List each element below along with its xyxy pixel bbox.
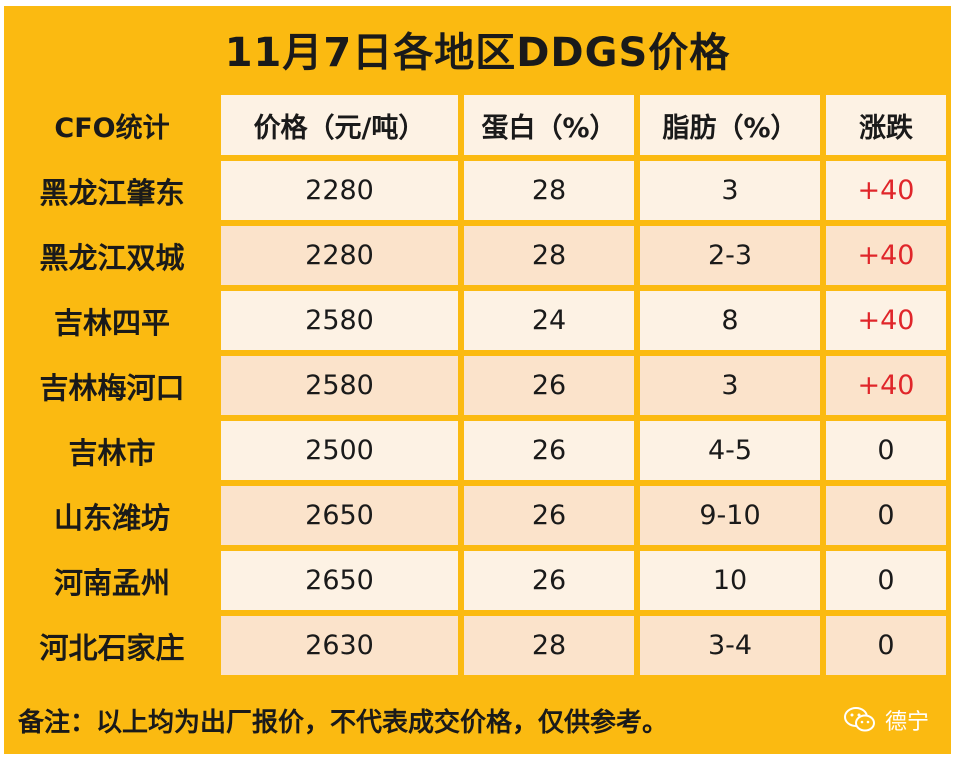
cell-change: 0 <box>826 421 946 480</box>
header-protein: 蛋白（%） <box>464 95 634 155</box>
cell-price: 2280 <box>221 161 458 220</box>
cell-region: 黑龙江肇东 <box>8 161 216 220</box>
footer-note-bar: 备注：以上均为出厂报价，不代表成交价格，仅供参考。 德宁 <box>4 686 951 754</box>
brand-watermark: 德宁 <box>843 686 929 754</box>
cell-price: 2630 <box>221 616 458 675</box>
cell-protein: 28 <box>464 616 634 675</box>
price-table-card: 11月7日各地区DDGS价格 CFO统计 价格（元/吨） 蛋白（%） 脂肪（%） 涨跌黑… <box>4 6 951 754</box>
cell-fat: 10 <box>640 551 820 610</box>
cell-change: +40 <box>826 356 946 415</box>
cell-price: 2650 <box>221 551 458 610</box>
cell-protein: 28 <box>464 161 634 220</box>
cell-protein: 28 <box>464 226 634 285</box>
cell-change: 0 <box>826 616 946 675</box>
cell-fat: 3 <box>640 161 820 220</box>
wechat-icon <box>843 707 875 732</box>
cell-price: 2650 <box>221 486 458 545</box>
cell-price: 2500 <box>221 421 458 480</box>
cell-region: 山东潍坊 <box>8 486 216 545</box>
cell-region: 吉林四平 <box>8 291 216 350</box>
cell-fat: 3 <box>640 356 820 415</box>
cell-fat: 3-4 <box>640 616 820 675</box>
table-title: 11月7日各地区DDGS价格 <box>224 30 731 76</box>
cell-change: 0 <box>826 551 946 610</box>
cell-fat: 2-3 <box>640 226 820 285</box>
cell-region: 吉林梅河口 <box>8 356 216 415</box>
cell-fat: 4-5 <box>640 421 820 480</box>
cell-fat: 9-10 <box>640 486 820 545</box>
cell-region: 河北石家庄 <box>8 616 216 675</box>
brand-name: 德宁 <box>884 710 929 735</box>
cell-change: 0 <box>826 486 946 545</box>
header-price: 价格（元/吨） <box>221 95 458 155</box>
cell-protein: 26 <box>464 356 634 415</box>
cell-change: +40 <box>826 226 946 285</box>
cell-change: +40 <box>826 291 946 350</box>
footer-note: 备注：以上均为出厂报价，不代表成交价格，仅供参考。 <box>18 707 669 738</box>
cell-region: 吉林市 <box>8 421 216 480</box>
cell-region: 河南孟州 <box>8 551 216 610</box>
cell-fat: 8 <box>640 291 820 350</box>
cell-protein: 26 <box>464 551 634 610</box>
cell-price: 2580 <box>221 356 458 415</box>
cell-protein: 26 <box>464 486 634 545</box>
cell-change: +40 <box>826 161 946 220</box>
header-region: CFO统计 <box>8 95 216 155</box>
cell-price: 2280 <box>221 226 458 285</box>
cell-protein: 26 <box>464 421 634 480</box>
header-fat: 脂肪（%） <box>640 95 820 155</box>
cell-price: 2580 <box>221 291 458 350</box>
header-change: 涨跌 <box>826 95 946 155</box>
cell-region: 黑龙江双城 <box>8 226 216 285</box>
cell-protein: 24 <box>464 291 634 350</box>
